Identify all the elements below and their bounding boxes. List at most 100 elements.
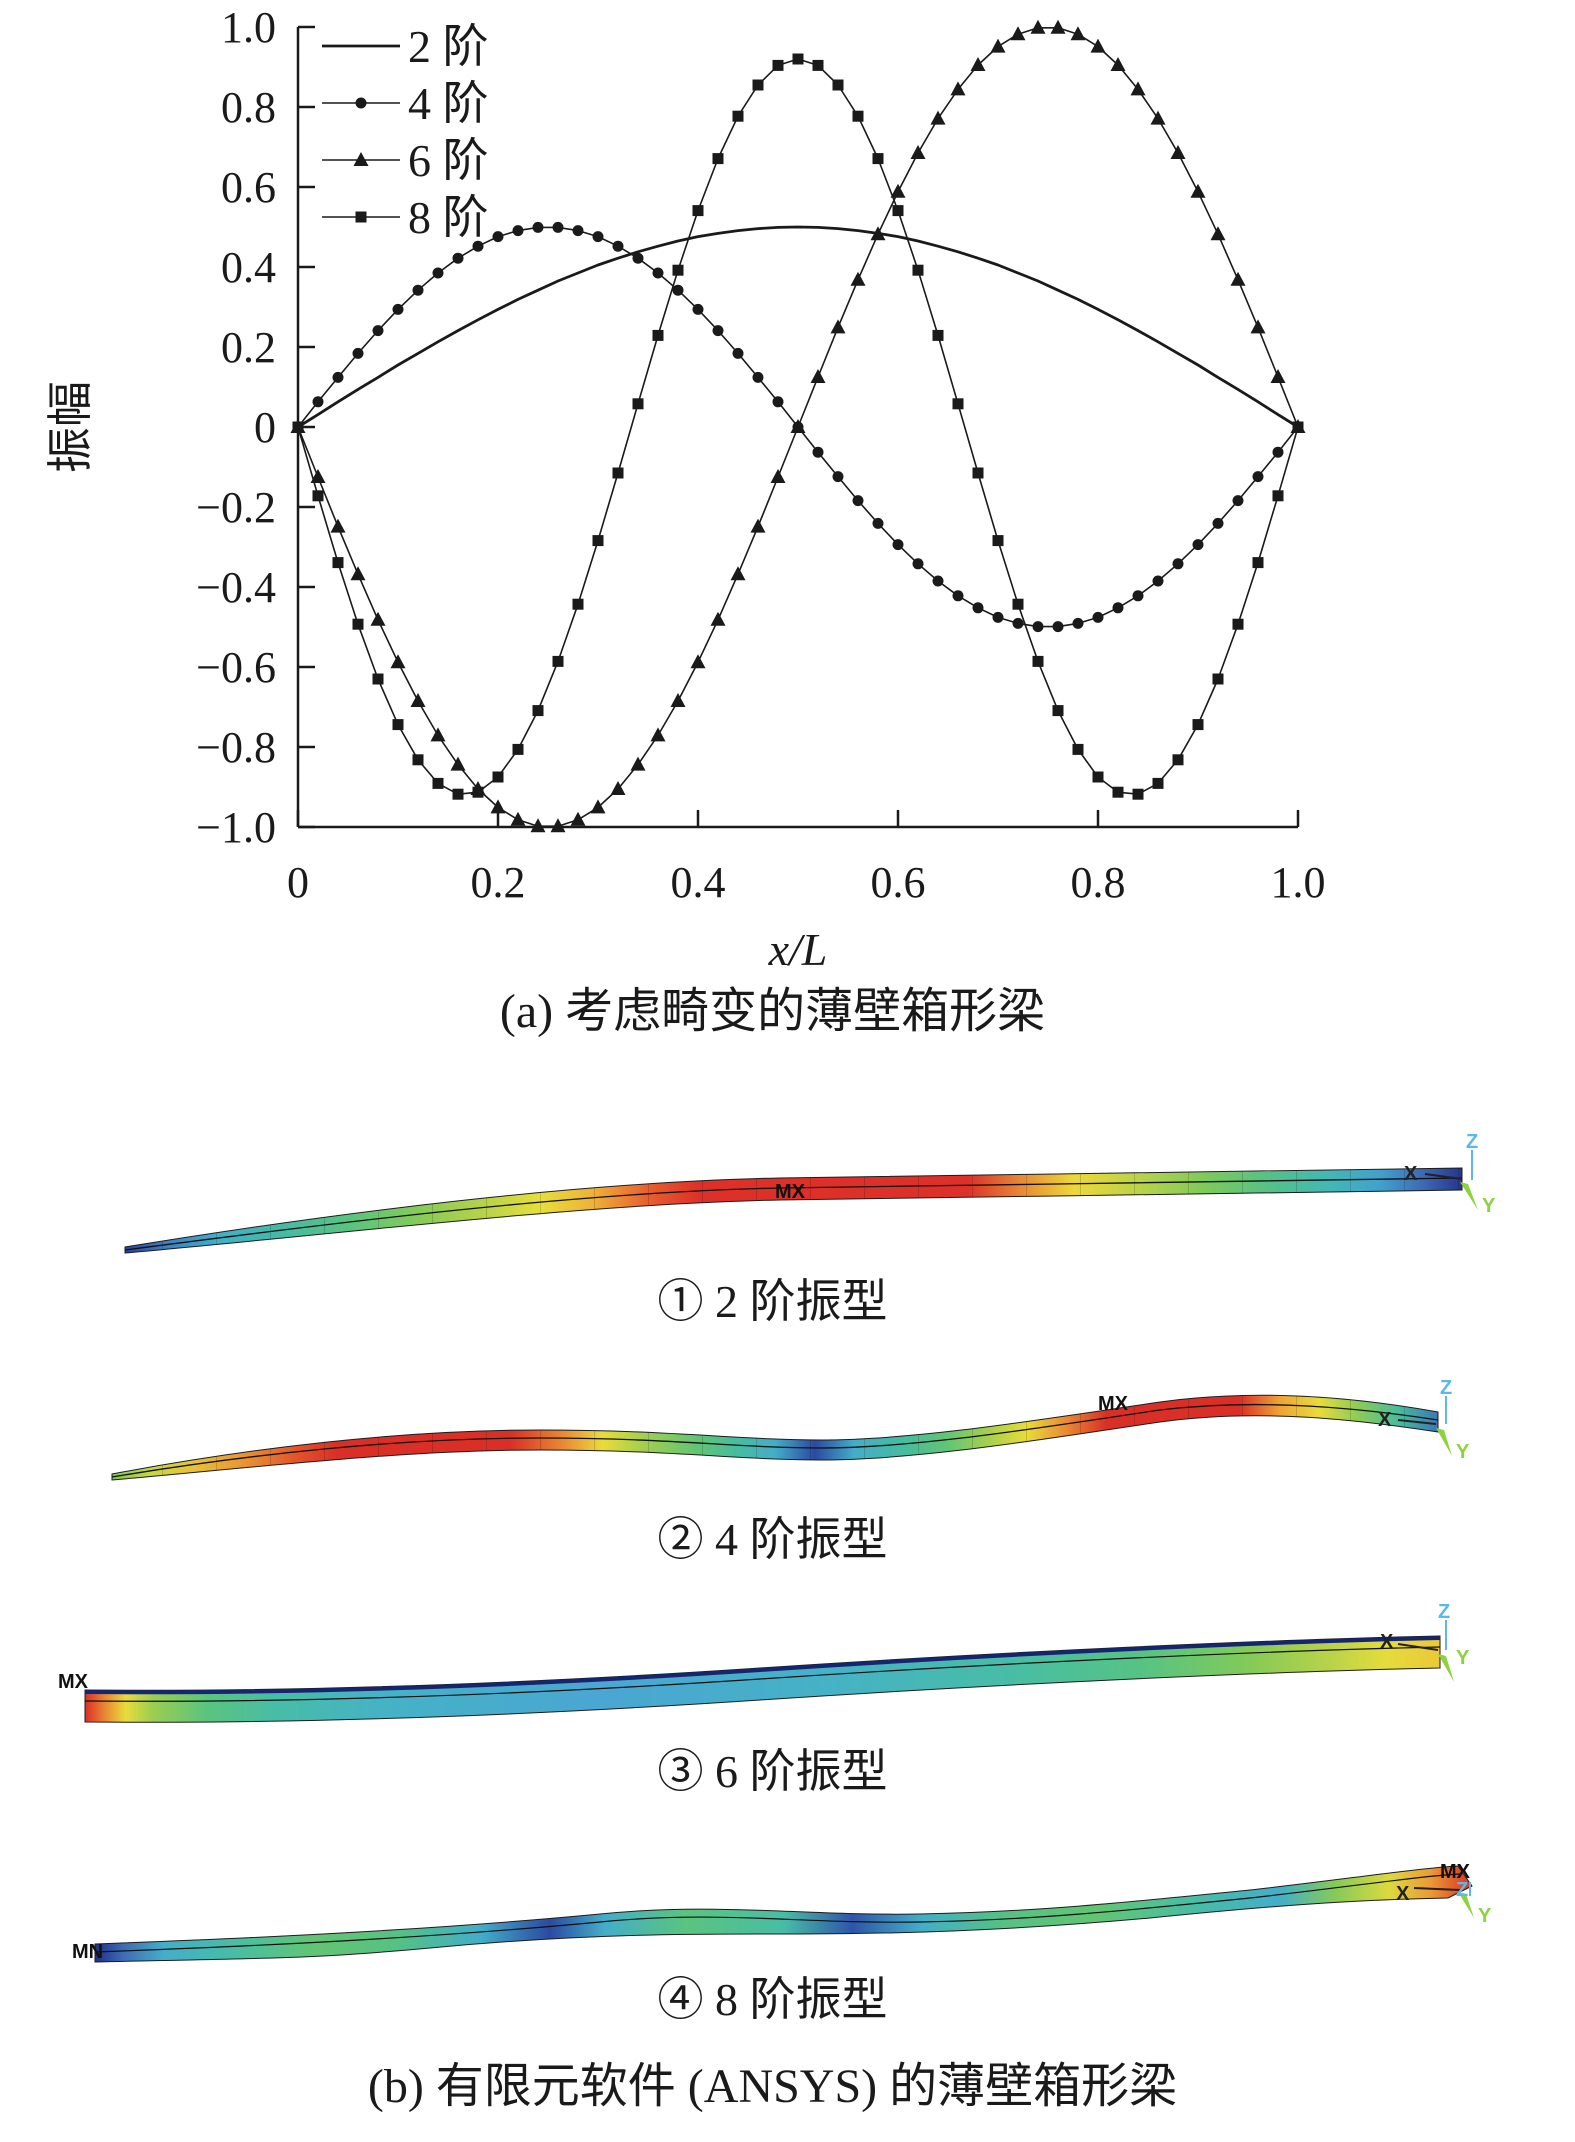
- circle-marker: [372, 325, 384, 337]
- ansys-beam-4: MN MX Z X Y: [72, 1861, 1492, 1963]
- triangle-marker: [450, 756, 466, 771]
- chart-axes: 1.00.80.60.40.20−0.2−0.4−0.6−0.8−1.00 0.2…: [196, 3, 1325, 907]
- circle-marker: [1232, 495, 1244, 507]
- y-tick-label: −0.2: [196, 483, 276, 532]
- circle-marker: [1172, 558, 1184, 570]
- triangle-marker: [810, 369, 826, 383]
- square-marker: [1272, 490, 1284, 502]
- ansys-beam-2: MX Z X Y: [111, 1377, 1470, 1481]
- circle-marker: [872, 517, 884, 529]
- series-2阶: [297, 225, 1299, 429]
- triad-z-label: Z: [1438, 1601, 1450, 1623]
- beam-4-axis-triad: Z X Y: [1396, 1879, 1492, 1927]
- square-marker: [472, 786, 484, 798]
- ansys-beam-1: MX Z X Y: [124, 1131, 1496, 1254]
- circle-marker: [952, 590, 964, 602]
- circle-marker: [932, 575, 944, 587]
- square-marker: [812, 59, 824, 71]
- square-marker: [912, 264, 924, 276]
- square-marker: [632, 398, 644, 410]
- beam-4-body: [94, 1865, 1473, 1963]
- triangle-marker: [390, 654, 406, 669]
- square-marker: [412, 754, 424, 766]
- x-tick-label: 0.2: [471, 858, 526, 907]
- triangle-marker: [950, 81, 966, 96]
- x-tick-label: 0.6: [871, 858, 926, 907]
- triangle-marker: [1250, 319, 1266, 334]
- circle-marker: [492, 231, 504, 243]
- beam-1-mesh: [125, 1168, 1462, 1253]
- beam-3-edge-line: [84, 1646, 1441, 1702]
- triangle-marker: [1130, 81, 1146, 96]
- caption-beam-3: ③ 6 阶振型: [657, 1746, 888, 1797]
- beam-4-edge-line: [94, 1873, 1461, 1953]
- legend-label: 6 阶: [408, 135, 489, 186]
- triangle-marker: [550, 818, 566, 833]
- caption-subfigure-b: (b) 有限元软件 (ANSYS) 的薄壁箱形梁: [367, 2060, 1178, 2113]
- series-8阶: [292, 53, 1304, 800]
- square-marker: [552, 655, 564, 667]
- triangle-marker: [970, 57, 986, 71]
- mode-shape-chart: 1.00.80.60.40.20−0.2−0.4−0.6−0.8−1.00 0.2…: [45, 3, 1326, 975]
- circle-marker: [652, 267, 664, 279]
- triad-x-label: X: [1396, 1883, 1410, 1905]
- square-marker: [292, 421, 304, 433]
- series-4阶: [292, 221, 1304, 633]
- triad-y-label: Y: [1478, 1905, 1492, 1927]
- triad-y-label: Y: [1482, 1195, 1496, 1217]
- circle-marker: [1012, 617, 1024, 629]
- triangle-marker: [750, 518, 766, 533]
- y-tick-label: −0.8: [196, 723, 276, 772]
- circle-marker: [352, 347, 364, 359]
- y-tick-label: 0.8: [221, 83, 276, 132]
- circle-marker: [312, 396, 324, 408]
- series-6阶: [290, 19, 1306, 833]
- triangle-marker: [590, 799, 606, 814]
- square-marker: [332, 557, 344, 569]
- square-marker: [732, 110, 744, 122]
- triangle-marker: [850, 271, 866, 286]
- triad-y-label: Y: [1456, 1647, 1470, 1669]
- circle-marker: [1272, 446, 1284, 458]
- circle-marker: [432, 267, 444, 279]
- triangle-marker: [1190, 183, 1206, 198]
- circle-marker: [732, 347, 744, 359]
- y-tick-label: 0.2: [221, 323, 276, 372]
- triangle-marker: [770, 469, 786, 483]
- circle-marker: [552, 221, 564, 233]
- square-marker: [1172, 754, 1184, 766]
- square-marker: [512, 743, 524, 755]
- series-line: [297, 225, 1299, 429]
- x-axis-title: x/L: [768, 924, 828, 975]
- circle-marker: [392, 303, 404, 315]
- square-marker: [952, 398, 964, 410]
- y-tick-label: 0.6: [221, 163, 276, 212]
- y-axis-title: 振幅: [45, 381, 96, 473]
- triangle-marker: [930, 110, 946, 125]
- triangle-marker: [730, 566, 746, 581]
- circle-marker: [592, 231, 604, 243]
- triangle-marker: [353, 152, 369, 166]
- triangle-marker: [570, 811, 586, 826]
- triangle-marker: [1070, 26, 1086, 41]
- y-tick-label: 0.4: [221, 243, 276, 292]
- beam-3-mx-label: MX: [58, 1671, 89, 1693]
- triangle-marker: [710, 611, 726, 626]
- square-marker: [392, 719, 404, 731]
- triangle-marker: [1090, 38, 1106, 53]
- caption-beam-2: ② 4 阶振型: [657, 1514, 888, 1565]
- chart-legend: 2 阶 4 阶 6 阶 8 阶: [322, 21, 489, 243]
- circle-marker: [632, 252, 644, 264]
- circle-marker: [532, 221, 544, 233]
- legend-label: 8 阶: [408, 192, 489, 243]
- triad-x-label: X: [1404, 1163, 1418, 1185]
- legend-label: 4 阶: [408, 78, 489, 129]
- circle-marker: [612, 240, 624, 252]
- circle-marker: [1212, 517, 1224, 529]
- square-marker: [1152, 777, 1164, 789]
- circle-marker: [512, 225, 524, 237]
- beam-2-mx-label: MX: [1098, 1393, 1129, 1415]
- triangle-marker: [890, 183, 906, 198]
- circle-marker: [1132, 590, 1144, 602]
- y-tick-label: 1.0: [221, 3, 276, 52]
